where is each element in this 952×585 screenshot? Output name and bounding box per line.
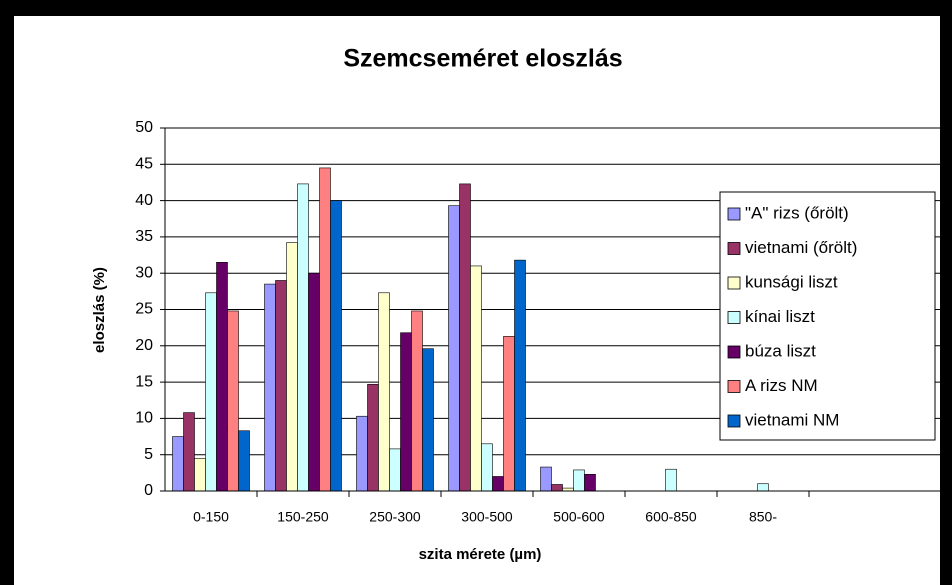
- legend-label: búza liszt: [745, 341, 816, 360]
- y-axis-label: eloszlás (%): [91, 267, 108, 353]
- legend-label: kínai liszt: [745, 307, 815, 326]
- bar: [757, 483, 769, 492]
- legend-swatch: [727, 276, 741, 290]
- bar: [330, 200, 342, 492]
- legend-label: "A" rizs (őrölt): [745, 203, 849, 222]
- bar: [216, 262, 228, 492]
- x-tick-label: 300-500: [461, 509, 513, 525]
- bar: [573, 469, 585, 492]
- bar: [286, 242, 298, 492]
- x-tick-label: 0-150: [193, 509, 229, 525]
- bar: [308, 272, 320, 492]
- y-tick-label: 45: [135, 156, 153, 173]
- legend-swatch: [727, 345, 741, 359]
- bar: [400, 332, 412, 492]
- y-tick-label: 40: [135, 192, 153, 209]
- bar: [540, 466, 552, 492]
- bar: [297, 183, 309, 492]
- bar: [422, 348, 434, 492]
- bar: [378, 292, 390, 492]
- bar: [194, 458, 206, 492]
- y-tick-label: 0: [144, 482, 153, 499]
- bar: [205, 292, 217, 492]
- legend-swatch: [727, 207, 741, 221]
- bar: [367, 383, 379, 492]
- bar: [459, 183, 471, 492]
- bar: [665, 468, 677, 492]
- bar: [172, 436, 184, 492]
- y-tick-label: 50: [135, 119, 153, 136]
- legend-swatch: [727, 414, 741, 428]
- y-tick-label: 15: [135, 373, 153, 390]
- bar: [183, 412, 195, 492]
- x-tick-label: 250-300: [369, 509, 421, 525]
- x-tick-label: 150-250: [277, 509, 329, 525]
- x-tick-label: 500-600: [553, 509, 605, 525]
- y-tick-label: 20: [135, 337, 153, 354]
- bar: [514, 259, 526, 492]
- legend-label: vietnami (őrölt): [745, 238, 857, 257]
- bar: [275, 280, 287, 492]
- y-tick-label: 25: [135, 301, 153, 318]
- bar: [319, 167, 331, 492]
- bar: [492, 476, 504, 492]
- bar: [481, 443, 493, 492]
- legend-label: kunsági liszt: [745, 272, 838, 291]
- legend-swatch: [727, 311, 741, 324]
- x-tick-label: 600-850: [645, 509, 697, 525]
- bar: [470, 265, 482, 492]
- bar: [356, 415, 368, 492]
- legend-swatch: [727, 242, 741, 255]
- chart-title: Szemcseméret eloszlás: [343, 45, 622, 73]
- bar: [264, 283, 276, 492]
- legend-swatch: [727, 380, 741, 393]
- bar: [551, 484, 563, 492]
- y-tick-label: 10: [135, 410, 153, 427]
- legend-label: A rizs NM: [745, 376, 818, 395]
- y-tick-label: 30: [135, 264, 153, 281]
- x-tick-label: 850-: [749, 509, 777, 525]
- bar: [584, 474, 596, 492]
- bar: [503, 336, 515, 492]
- legend-box: [719, 191, 936, 441]
- y-tick-label: 5: [144, 446, 153, 463]
- bar: [389, 448, 401, 492]
- legend-label: vietnami NM: [745, 410, 839, 429]
- bar: [227, 310, 239, 492]
- bar: [411, 310, 423, 492]
- bar: [238, 430, 250, 492]
- bar: [448, 205, 460, 492]
- y-tick-label: 35: [135, 228, 153, 245]
- x-axis-label: szita mérete (µm): [419, 546, 542, 563]
